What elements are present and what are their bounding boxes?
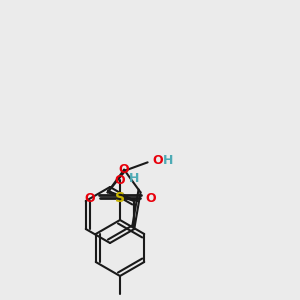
Text: O: O bbox=[145, 191, 156, 205]
Text: O: O bbox=[119, 163, 129, 176]
Text: O: O bbox=[115, 173, 125, 187]
Text: H: H bbox=[163, 154, 173, 167]
Text: O: O bbox=[153, 154, 163, 167]
Text: H: H bbox=[129, 172, 140, 184]
Text: O: O bbox=[84, 191, 95, 205]
Text: S: S bbox=[115, 191, 125, 205]
